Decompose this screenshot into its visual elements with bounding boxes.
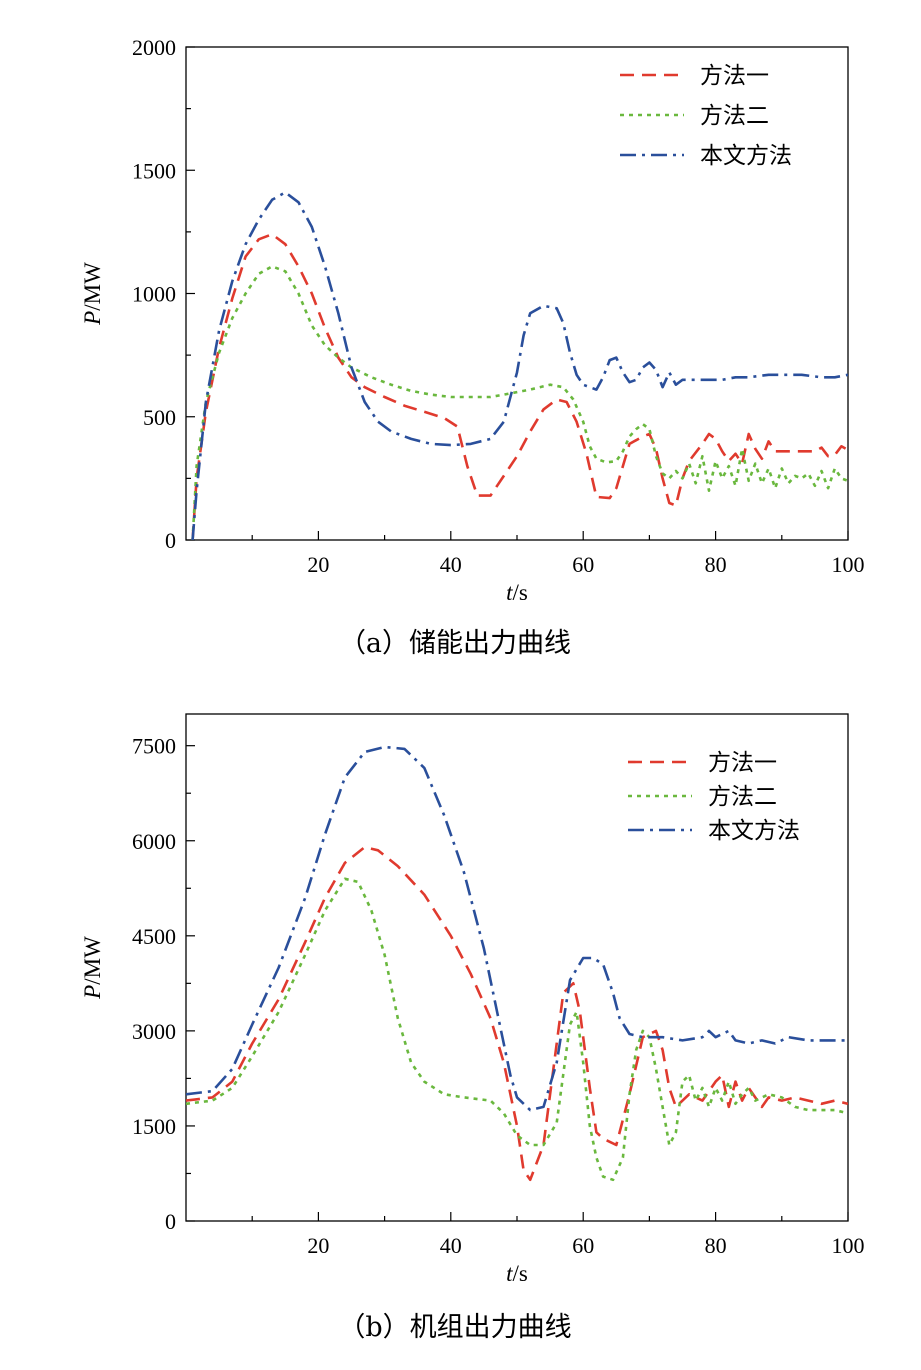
- legend-label: 方法一: [708, 750, 777, 776]
- y-tick-label: 1500: [132, 158, 176, 183]
- series-line-1: [186, 845, 848, 1182]
- legend-label: 方法二: [700, 103, 769, 129]
- x-tick-label: 100: [832, 1233, 865, 1258]
- series-line-1: [191, 233, 848, 540]
- series-line-3: [186, 745, 848, 1112]
- y-axis-label: P/MW: [80, 936, 105, 1000]
- chart-caption: （a）储能出力曲线: [339, 628, 571, 659]
- y-tick-label: 7500: [132, 734, 176, 759]
- x-tick-label: 40: [440, 1233, 462, 1258]
- chart-caption: （b）机组出力曲线: [338, 1312, 571, 1343]
- y-tick-label: 1500: [132, 1114, 176, 1139]
- y-tick-label: 0: [165, 1209, 176, 1234]
- x-tick-label: 80: [705, 1233, 727, 1258]
- series-line-2: [186, 877, 848, 1182]
- y-tick-label: 0: [165, 528, 176, 553]
- legend-label: 本文方法: [700, 143, 792, 169]
- y-tick-label: 2000: [132, 35, 176, 60]
- legend-label: 方法一: [700, 63, 769, 89]
- y-tick-label: 500: [143, 405, 176, 430]
- x-tick-label: 80: [705, 552, 727, 577]
- x-tick-label: 60: [572, 1233, 594, 1258]
- y-tick-label: 3000: [132, 1019, 176, 1044]
- series-line-3: [191, 191, 848, 540]
- y-tick-label: 1000: [132, 282, 176, 307]
- y-tick-label: 6000: [132, 829, 176, 854]
- legend-label: 方法二: [708, 784, 777, 810]
- chart-a: 20 40 60 80 1000500100015002000t/sP/MW方法一方法二…: [80, 35, 865, 659]
- x-tick-label: 100: [832, 552, 865, 577]
- x-tick-label: 40: [440, 552, 462, 577]
- x-axis-label: t/s: [506, 580, 528, 605]
- y-tick-label: 4500: [132, 924, 176, 949]
- chart-b: 20 40 60 80 100 0 1500 3000 4500 6000 7500 t/s P/MW 方…: [80, 713, 865, 1343]
- x-tick-label: 20: [307, 552, 329, 577]
- y-axis-label: P/MW: [80, 262, 105, 326]
- legend-label: 本文方法: [708, 818, 800, 844]
- x-tick-label: 20: [307, 1233, 329, 1258]
- series-line-2: [191, 265, 848, 540]
- x-tick-label: 60: [572, 552, 594, 577]
- x-axis-label: t/s: [506, 1261, 528, 1286]
